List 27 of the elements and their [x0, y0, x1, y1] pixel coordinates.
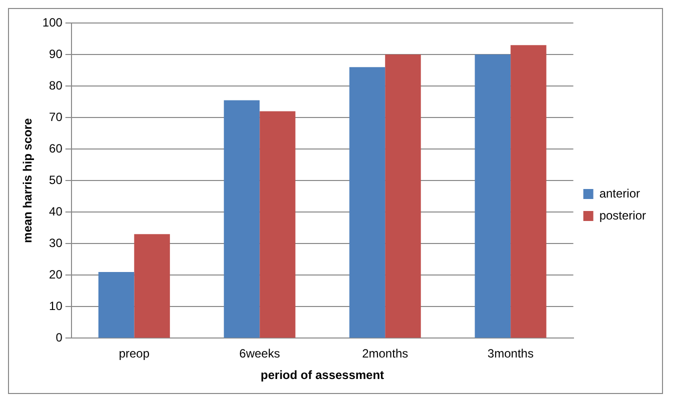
bar	[98, 272, 134, 338]
bar	[349, 67, 386, 338]
x-tick-label: 6weeks	[239, 346, 280, 361]
x-tick-label: 3months	[488, 346, 534, 361]
legend-label: anterior	[599, 186, 640, 200]
bar	[260, 111, 296, 338]
y-tick-label: 30	[49, 236, 63, 250]
y-axis-title: mean harris hip score	[20, 118, 35, 243]
bar	[474, 54, 511, 338]
y-tick-label: 0	[56, 330, 63, 345]
y-tick-label: 40	[49, 204, 63, 218]
y-tick-label: 10	[49, 298, 63, 313]
y-tick-label: 70	[49, 110, 63, 124]
bar	[224, 100, 260, 338]
bar	[385, 54, 421, 338]
bar	[134, 234, 170, 338]
y-tick-label: 50	[49, 172, 63, 187]
legend-label: posterior	[599, 208, 646, 222]
y-tick-label: 100	[42, 15, 63, 30]
y-tick-label: 20	[49, 267, 63, 282]
y-tick-label: 80	[49, 78, 63, 92]
x-tick-label: preop	[118, 346, 150, 361]
bar	[510, 45, 546, 338]
x-axis-title: period of assessment	[260, 368, 384, 382]
x-tick-label: 2months	[362, 346, 408, 361]
y-tick-label: 60	[49, 141, 63, 156]
y-tick-label: 90	[49, 46, 63, 61]
